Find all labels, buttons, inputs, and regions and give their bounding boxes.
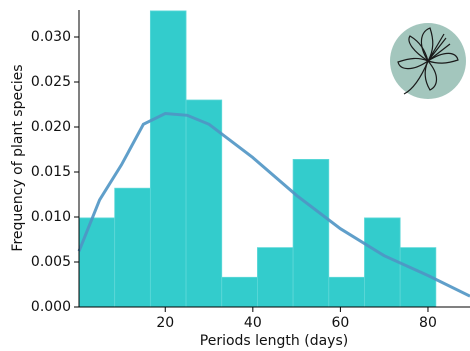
y-tick-label: 0.000 <box>31 299 71 315</box>
flower-icon <box>390 23 466 99</box>
y-axis-label: Frequency of plant species <box>10 64 26 251</box>
bar <box>292 158 330 308</box>
x-tick-label: 20 <box>156 315 174 331</box>
flower-drawing <box>397 27 459 95</box>
bar <box>257 247 294 308</box>
bar <box>149 10 187 308</box>
x-tick-label: 80 <box>419 315 437 331</box>
y-tick-label: 0.005 <box>31 254 71 270</box>
fit-curve <box>77 111 470 298</box>
bar <box>185 99 223 308</box>
bar <box>114 187 151 308</box>
plot-area: 0.000 0.005 0.010 0.015 0.020 0.025 0.030 20 40 6… <box>31 10 470 331</box>
bar <box>221 276 258 308</box>
x-tick-label: 40 <box>244 315 262 331</box>
x-tick-label: 60 <box>331 315 349 331</box>
y-tick-label: 0.010 <box>31 209 71 225</box>
y-tick-label: 0.015 <box>31 164 71 180</box>
bar <box>328 276 365 308</box>
y-tick-label: 0.025 <box>31 74 71 90</box>
bar <box>364 217 401 308</box>
y-tick-label: 0.030 <box>31 29 71 45</box>
x-axis-label: Periods length (days) <box>200 333 348 349</box>
bar <box>78 217 116 308</box>
y-tick-label: 0.020 <box>31 119 71 135</box>
